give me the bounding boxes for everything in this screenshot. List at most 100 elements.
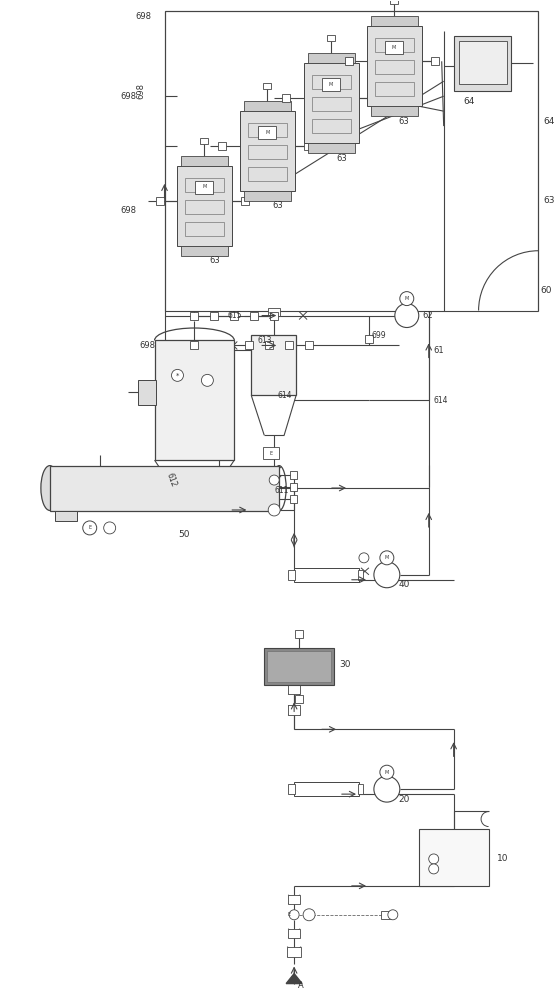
Bar	[290, 471, 297, 479]
Bar	[50, 466, 279, 511]
Bar	[295, 630, 303, 638]
Bar	[371, 106, 418, 116]
Bar	[249, 145, 287, 159]
Bar	[327, 35, 335, 41]
Bar	[249, 167, 287, 181]
Circle shape	[171, 369, 183, 381]
Text: 64: 64	[543, 117, 555, 126]
Bar	[230, 312, 239, 320]
Bar	[288, 684, 300, 694]
Bar	[200, 138, 208, 144]
Bar	[181, 156, 229, 166]
Bar	[219, 142, 226, 150]
Bar	[375, 82, 414, 96]
Bar	[288, 570, 295, 580]
Bar	[419, 829, 489, 886]
Text: M: M	[385, 555, 389, 560]
Text: 62: 62	[423, 311, 433, 320]
Bar	[371, 16, 418, 26]
Bar	[244, 101, 291, 111]
Text: A: A	[298, 981, 304, 990]
Text: 614: 614	[277, 391, 292, 400]
Bar	[267, 651, 331, 682]
Circle shape	[103, 522, 116, 534]
Circle shape	[303, 909, 315, 921]
Text: M: M	[202, 184, 206, 189]
Circle shape	[289, 910, 299, 920]
Polygon shape	[286, 974, 302, 984]
Bar	[264, 648, 334, 685]
Text: E: E	[287, 912, 291, 917]
Text: 20: 20	[399, 795, 410, 804]
Bar	[431, 57, 439, 65]
Bar	[295, 695, 303, 703]
Text: 64: 64	[464, 97, 475, 106]
Bar	[345, 57, 353, 65]
Bar	[305, 341, 313, 349]
Text: 30: 30	[339, 660, 350, 669]
Bar	[263, 447, 279, 459]
Text: 60: 60	[540, 286, 552, 295]
Bar	[375, 38, 414, 52]
Text: M: M	[392, 45, 396, 50]
Bar	[288, 929, 300, 938]
Bar	[365, 335, 373, 343]
Bar	[288, 705, 300, 715]
Bar	[282, 94, 290, 102]
Text: 613: 613	[257, 336, 272, 345]
Circle shape	[400, 292, 414, 306]
Bar	[358, 784, 363, 794]
Bar	[155, 340, 234, 460]
Bar	[290, 495, 297, 503]
Text: 611: 611	[274, 486, 289, 495]
Text: M: M	[405, 296, 409, 301]
Bar	[191, 341, 198, 349]
Circle shape	[429, 854, 439, 864]
Text: 614: 614	[434, 396, 448, 405]
Bar	[312, 75, 351, 89]
Circle shape	[388, 910, 398, 920]
Bar	[288, 895, 300, 904]
Bar	[249, 123, 287, 137]
Bar	[263, 83, 271, 89]
Text: M: M	[385, 770, 389, 775]
Bar	[368, 94, 376, 102]
Bar	[367, 26, 422, 106]
Bar	[244, 191, 291, 201]
Bar	[322, 78, 340, 91]
Circle shape	[201, 374, 214, 386]
Text: M: M	[329, 82, 333, 87]
Text: 63: 63	[543, 196, 555, 205]
Text: 699: 699	[372, 331, 386, 340]
Bar	[210, 312, 219, 320]
Bar	[191, 312, 198, 320]
Circle shape	[380, 551, 394, 565]
Ellipse shape	[272, 466, 286, 510]
Text: M: M	[265, 130, 269, 135]
Bar	[304, 63, 359, 143]
Circle shape	[429, 864, 439, 874]
Bar	[294, 568, 359, 582]
Bar	[258, 126, 276, 139]
Text: E: E	[88, 525, 91, 530]
Circle shape	[380, 765, 394, 779]
Bar	[288, 784, 295, 794]
Text: 40: 40	[399, 580, 410, 589]
Circle shape	[374, 776, 400, 802]
Ellipse shape	[41, 466, 59, 510]
Bar	[245, 341, 253, 349]
Bar	[137, 380, 156, 405]
Bar	[454, 36, 512, 91]
Text: 698: 698	[137, 83, 146, 99]
Circle shape	[269, 475, 279, 485]
Bar	[55, 511, 77, 521]
Bar	[304, 142, 312, 150]
Bar	[177, 166, 232, 246]
Bar	[265, 341, 273, 349]
Text: 10: 10	[497, 854, 508, 863]
Bar	[308, 53, 355, 63]
Text: 698: 698	[136, 12, 152, 21]
Text: 50: 50	[178, 530, 190, 539]
Bar	[312, 119, 351, 133]
Circle shape	[395, 304, 419, 328]
